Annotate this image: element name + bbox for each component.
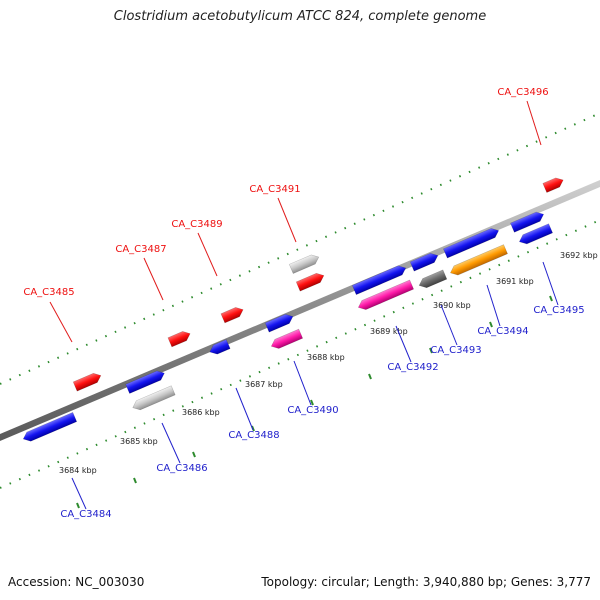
accession-text: Accession: NC_003030 <box>8 575 145 589</box>
gene-label-forward: CA_C3491 <box>249 184 300 195</box>
gene-features <box>22 177 564 442</box>
gene-feature-reverse <box>22 412 78 442</box>
label-leaders <box>49 100 559 510</box>
kbp-tick-label: 3685 kbp <box>120 437 158 446</box>
gene-feature-reverse <box>209 339 231 355</box>
label-leader-line <box>143 257 164 301</box>
kbp-tick-mark <box>549 295 553 302</box>
gene-feature-forward <box>295 272 325 292</box>
gene-feature-unlabeled <box>510 211 544 233</box>
gene-feature-unlabeled <box>351 265 407 295</box>
outer-tick-ring <box>0 112 600 385</box>
gene-label-forward: CA_C3496 <box>497 87 548 98</box>
gene-feature-unlabeled <box>288 254 320 274</box>
label-leader-line <box>526 100 542 146</box>
gene-label-reverse: CA_C3494 <box>477 326 528 337</box>
kbp-tick-mark <box>489 321 493 328</box>
gene-feature-reverse <box>357 279 414 310</box>
gene-labels: CA_C3485 CA_C3487 CA_C3489 CA_C3491 CA_C3496… <box>23 87 584 520</box>
label-leader-line <box>440 304 458 346</box>
kbp-tick-label: 3689 kbp <box>370 327 408 336</box>
kbp-tick-mark <box>251 425 255 432</box>
gene-feature-forward <box>167 331 191 348</box>
label-leader-line <box>542 261 559 306</box>
label-leader-line <box>277 197 297 243</box>
gene-feature-forward <box>542 177 564 193</box>
gene-feature-unlabeled <box>264 313 294 333</box>
label-leader-line <box>293 360 312 406</box>
kbp-tick-label: 3691 kbp <box>496 277 534 286</box>
gene-label-reverse: CA_C3490 <box>287 405 338 416</box>
gene-feature-reverse <box>418 269 448 289</box>
label-leader-line <box>197 232 218 277</box>
gene-label-reverse: CA_C3492 <box>387 362 438 373</box>
gene-feature-reverse <box>450 244 508 276</box>
kbp-tick-label: 3690 kbp <box>433 301 471 310</box>
kbp-tick-mark <box>368 373 372 380</box>
kbp-tick-mark <box>76 502 80 509</box>
gene-label-forward: CA_C3485 <box>23 287 74 298</box>
gene-label-reverse: CA_C3493 <box>430 345 481 356</box>
kbp-tick-mark <box>429 347 433 354</box>
kbp-tick-mark <box>192 451 196 458</box>
gene-feature-forward <box>72 372 102 392</box>
gene-feature-reverse <box>519 223 553 245</box>
map-title: Clostridium acetobutylicum ATCC 824, com… <box>113 9 487 24</box>
gene-feature-reverse <box>132 385 176 411</box>
gene-feature-unlabeled <box>125 370 165 394</box>
label-leader-line <box>486 284 501 327</box>
label-leader-line <box>235 387 254 431</box>
kbp-tick-label: 3684 kbp <box>59 466 97 475</box>
kbp-tick-label: 3687 kbp <box>245 380 283 389</box>
gene-label-reverse: CA_C3484 <box>60 509 111 520</box>
label-leader-line <box>71 477 87 510</box>
kbp-ticks: 3684 kbp 3685 kbp 3686 kbp 3687 kbp 3688 kbp… <box>59 251 598 509</box>
gene-label-forward: CA_C3487 <box>115 244 166 255</box>
kbp-tick-label: 3686 kbp <box>182 408 220 417</box>
kbp-tick-label: 3688 kbp <box>307 353 345 362</box>
gene-label-forward: CA_C3489 <box>171 219 222 230</box>
label-leader-line <box>49 301 73 343</box>
gene-feature-unlabeled <box>409 252 439 272</box>
kbp-tick-mark <box>310 399 314 406</box>
kbp-tick-label: 3692 kbp <box>560 251 598 260</box>
gene-label-reverse: CA_C3488 <box>228 430 279 441</box>
genome-summary-text: Topology: circular; Length: 3,940,880 bp… <box>261 575 591 589</box>
gene-feature-reverse <box>270 328 304 349</box>
label-leader-line <box>161 422 181 464</box>
gene-feature-unlabeled <box>443 228 500 259</box>
gene-feature-forward <box>220 307 244 324</box>
genome-backbone <box>0 180 600 441</box>
gene-label-reverse: CA_C3486 <box>156 463 207 474</box>
kbp-tick-mark <box>133 477 137 484</box>
gene-label-reverse: CA_C3495 <box>533 305 584 316</box>
label-leader-line <box>395 325 412 363</box>
